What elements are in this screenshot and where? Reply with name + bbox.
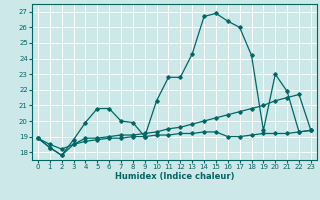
X-axis label: Humidex (Indice chaleur): Humidex (Indice chaleur) <box>115 172 234 181</box>
